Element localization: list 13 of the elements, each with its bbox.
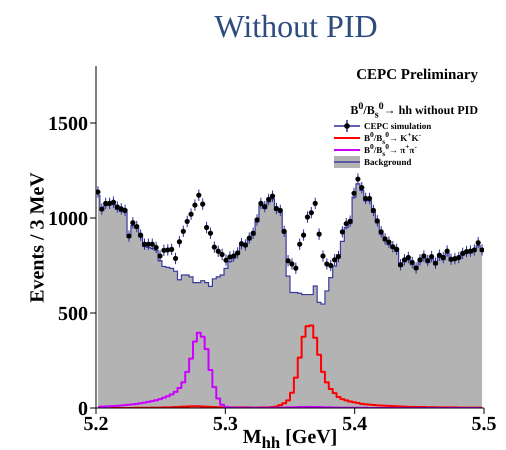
- y-tick-label: 1000: [48, 208, 88, 230]
- y-tick-label: 1500: [48, 113, 88, 136]
- annotation: B$^{0}$/B$_{s}$$^{0}$→ hh without PID: [350, 101, 478, 120]
- legend-label: Background: [364, 156, 412, 168]
- y-axis-title: Events / 3 MeV: [26, 172, 48, 303]
- annotation: CEPC Preliminary: [356, 67, 478, 83]
- y-tick-label: 500: [58, 303, 88, 326]
- x-axis-title: M$_{hh}$ [GeV]: [242, 426, 338, 450]
- x-tick-label: 5.5: [472, 413, 496, 436]
- x-tick-label: 5.3: [212, 413, 238, 436]
- legend-label: CEPC simulation: [364, 120, 432, 132]
- x-tick-label: 5.4: [342, 413, 368, 436]
- chart-title: Without PID: [214, 8, 378, 44]
